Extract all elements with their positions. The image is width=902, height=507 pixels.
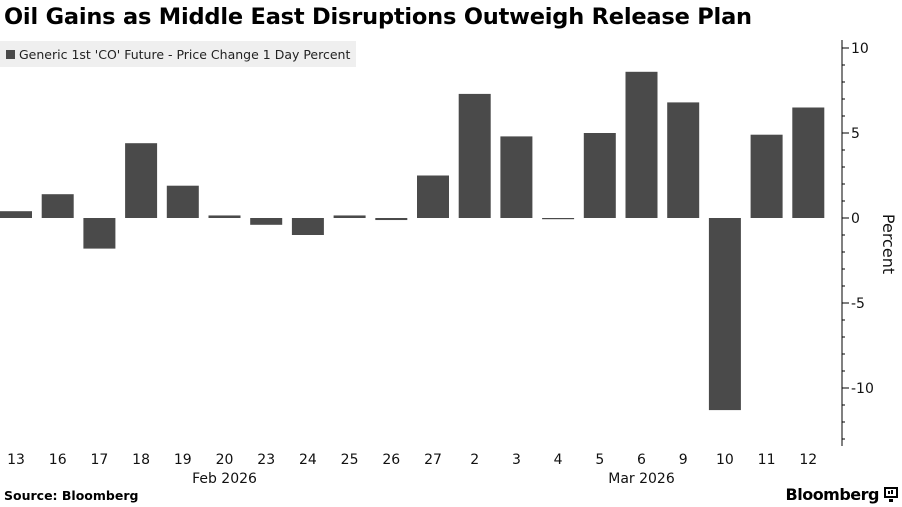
legend-swatch <box>6 49 15 59</box>
brand-logo: Bloomberg <box>786 485 898 504</box>
legend-label: Generic 1st 'CO' Future - Price Change 1… <box>19 46 351 62</box>
x-tick-label: 2 <box>470 452 479 468</box>
x-tick-label: 27 <box>424 452 442 468</box>
bar-26 <box>375 218 408 221</box>
x-tick-label: 23 <box>257 452 275 468</box>
bar-25 <box>333 215 366 218</box>
bars-group <box>0 71 825 411</box>
x-tick-label: 26 <box>382 452 400 468</box>
chart-title: Oil Gains as Middle East Disruptions Out… <box>4 4 752 30</box>
x-tick-label: 19 <box>174 452 192 468</box>
x-tick-label: 10 <box>716 452 734 468</box>
bar-17 <box>83 218 116 249</box>
bar-16 <box>41 194 74 218</box>
legend: Generic 1st 'CO' Future - Price Change 1… <box>0 41 356 67</box>
bar-4 <box>542 218 575 220</box>
x-tick-label: 13 <box>7 452 25 468</box>
bloomberg-terminal-icon <box>884 487 898 502</box>
y-tick-label: 5 <box>851 126 860 142</box>
brand-name: Bloomberg <box>785 485 880 504</box>
bar-13 <box>0 211 32 218</box>
x-tick-label: 3 <box>512 452 521 468</box>
x-month-label: Feb 2026 <box>192 471 257 487</box>
y-tick-label: -10 <box>851 381 874 397</box>
bar-19 <box>166 185 199 218</box>
x-month-label: Mar 2026 <box>608 471 675 487</box>
bar-24 <box>291 218 324 235</box>
x-tick-label: 6 <box>637 452 646 468</box>
x-tick-label: 12 <box>799 452 817 468</box>
bar-20 <box>208 215 241 218</box>
x-tick-label: 4 <box>554 452 563 468</box>
x-tick-label: 24 <box>299 452 317 468</box>
bar-9 <box>667 102 700 218</box>
bar-12 <box>792 107 825 218</box>
y-axis: 10 5 0 -5 -10 Percent <box>841 40 898 446</box>
bar-10 <box>708 218 741 411</box>
x-tick-label: 5 <box>595 452 604 468</box>
bar-18 <box>125 143 158 218</box>
y-axis-label: Percent <box>879 214 898 274</box>
bar-27 <box>417 175 449 218</box>
bar-11 <box>750 134 783 218</box>
bar-3 <box>500 136 533 218</box>
x-tick-label: 18 <box>132 452 150 468</box>
bar-2 <box>458 93 491 218</box>
y-tick-label: -5 <box>851 296 865 312</box>
bar-6 <box>625 71 658 218</box>
bar-5 <box>583 133 616 218</box>
source-note: Source: Bloomberg <box>4 488 139 503</box>
bar-23 <box>250 218 283 225</box>
x-tick-label: 16 <box>49 452 67 468</box>
y-tick-label: 0 <box>851 211 860 227</box>
x-tick-label: 11 <box>758 452 776 468</box>
x-tick-label: 20 <box>216 452 234 468</box>
y-tick-label: 10 <box>851 41 869 57</box>
x-tick-label: 17 <box>90 452 108 468</box>
x-tick-label: 25 <box>341 452 359 468</box>
x-tick-label: 9 <box>679 452 688 468</box>
